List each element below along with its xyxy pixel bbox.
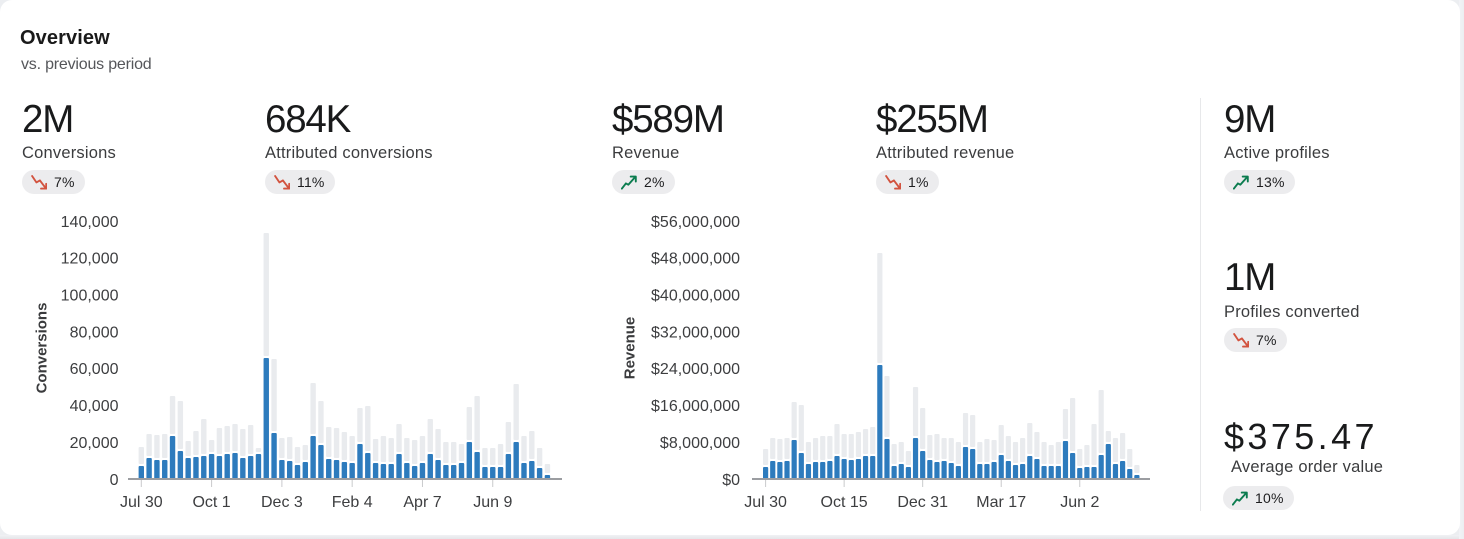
svg-text:$8,000,000: $8,000,000 <box>660 435 740 452</box>
svg-text:$0: $0 <box>722 472 740 489</box>
svg-text:0: 0 <box>110 472 119 489</box>
svg-text:Conversions: Conversions <box>34 303 51 394</box>
svg-text:Jun 9: Jun 9 <box>473 494 512 511</box>
svg-text:100,000: 100,000 <box>61 288 119 305</box>
svg-text:40,000: 40,000 <box>70 398 119 415</box>
svg-text:$48,000,000: $48,000,000 <box>651 251 740 268</box>
svg-text:$16,000,000: $16,000,000 <box>651 398 740 415</box>
svg-text:$32,000,000: $32,000,000 <box>651 324 740 341</box>
svg-text:Dec 31: Dec 31 <box>897 494 948 511</box>
svg-text:Oct 1: Oct 1 <box>192 494 230 511</box>
svg-text:Dec 3: Dec 3 <box>261 494 303 511</box>
svg-text:Jul 30: Jul 30 <box>120 494 163 511</box>
svg-text:Feb 4: Feb 4 <box>332 494 373 511</box>
svg-text:80,000: 80,000 <box>70 324 119 341</box>
svg-text:Jul 30: Jul 30 <box>744 494 787 511</box>
svg-text:Apr 7: Apr 7 <box>403 494 441 511</box>
svg-text:Revenue: Revenue <box>622 317 639 380</box>
svg-text:Oct 15: Oct 15 <box>821 494 868 511</box>
svg-text:140,000: 140,000 <box>61 214 119 231</box>
svg-text:$56,000,000: $56,000,000 <box>651 214 740 231</box>
svg-text:Mar 17: Mar 17 <box>976 494 1026 511</box>
svg-text:20,000: 20,000 <box>70 435 119 452</box>
svg-text:Jun 2: Jun 2 <box>1060 494 1099 511</box>
svg-text:120,000: 120,000 <box>61 251 119 268</box>
svg-text:60,000: 60,000 <box>70 361 119 378</box>
svg-text:$24,000,000: $24,000,000 <box>651 361 740 378</box>
svg-text:$40,000,000: $40,000,000 <box>651 288 740 305</box>
